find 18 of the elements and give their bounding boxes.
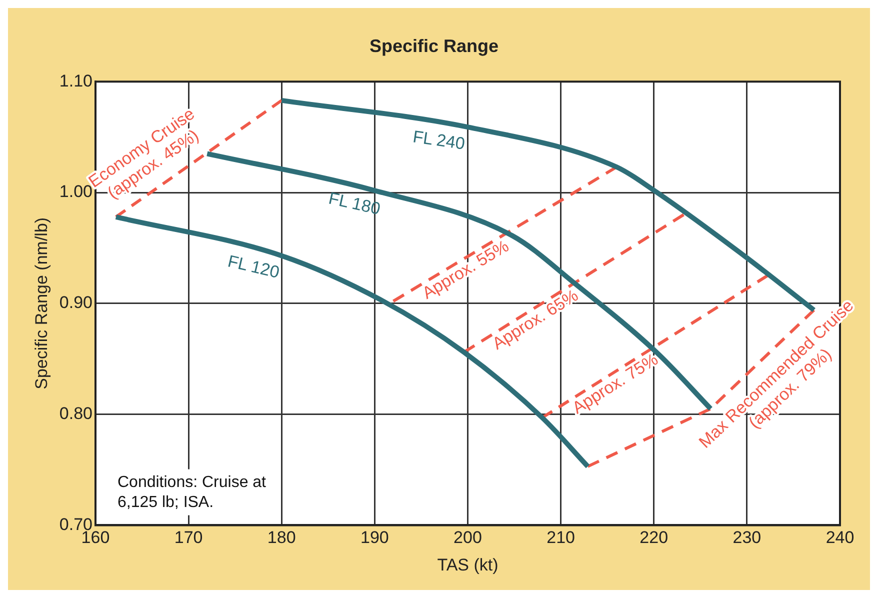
annotation: Conditions: Cruise at 6,125 lb; ISA. [117, 474, 267, 512]
y-tick-label: 0.80 [59, 404, 92, 423]
x-tick-label: 170 [174, 528, 203, 548]
text: FL 180 [326, 188, 382, 219]
x-tick-label: 240 [826, 528, 854, 548]
x-tick-label: 180 [267, 528, 296, 548]
y-tick-label: 0.90 [59, 293, 92, 312]
x-tick-label: 220 [640, 528, 668, 548]
x-axis-title: TAS (kt) [437, 555, 498, 574]
x-tick-label: 200 [454, 528, 482, 548]
chart-title: Specific Range [369, 36, 499, 56]
y-axis-title: Specific Range (nm/lb) [32, 217, 51, 390]
x-tick-label: 190 [360, 528, 389, 548]
text: FL 240 [412, 127, 466, 154]
text: FL 120 [226, 252, 282, 282]
y-tick-label: 1.10 [59, 71, 92, 90]
x-tick-label: 230 [732, 528, 762, 548]
x-tick-label: 210 [546, 528, 575, 548]
